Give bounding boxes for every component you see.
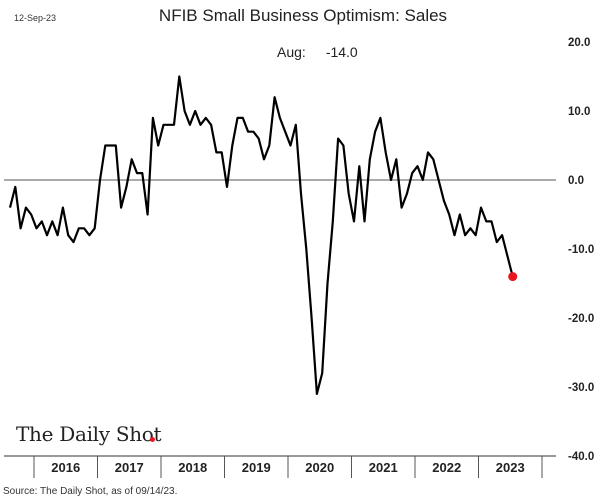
chart-title: NFIB Small Business Optimism: Sales bbox=[158, 6, 448, 25]
x-tick-label: 2022 bbox=[432, 460, 461, 475]
x-tick-label: 2019 bbox=[242, 460, 271, 475]
series-line bbox=[8, 75, 514, 395]
x-tick-label: 2017 bbox=[115, 460, 144, 475]
logo-red-dot bbox=[150, 437, 155, 442]
y-tick-label: -20.0 bbox=[568, 313, 594, 325]
latest-point bbox=[508, 272, 518, 282]
source-note: Source: The Daily Shot, as of 09/14/23. bbox=[3, 486, 178, 497]
y-tick-label: -10.0 bbox=[568, 244, 594, 256]
y-tick-label: 20.0 bbox=[568, 37, 590, 49]
report-date: 12-Sep-23 bbox=[14, 13, 57, 23]
x-tick-label: 2016 bbox=[51, 460, 80, 475]
latest-value-annotation: Aug: -14.0 bbox=[277, 44, 358, 60]
y-tick-label: 0.0 bbox=[568, 175, 584, 187]
daily-shot-logo: The Daily Shot bbox=[16, 422, 162, 446]
x-tick-label: 2021 bbox=[369, 460, 398, 475]
y-tick-label: -40.0 bbox=[568, 451, 594, 463]
x-tick-label: 2020 bbox=[305, 460, 334, 475]
y-tick-label: 10.0 bbox=[568, 106, 590, 118]
y-tick-label: -30.0 bbox=[568, 382, 594, 394]
annotation-value: -14.0 bbox=[325, 44, 358, 60]
annotation-label: Aug: bbox=[277, 44, 306, 60]
x-tick-label: 2018 bbox=[178, 460, 207, 475]
x-tick-label: 2023 bbox=[496, 460, 525, 475]
